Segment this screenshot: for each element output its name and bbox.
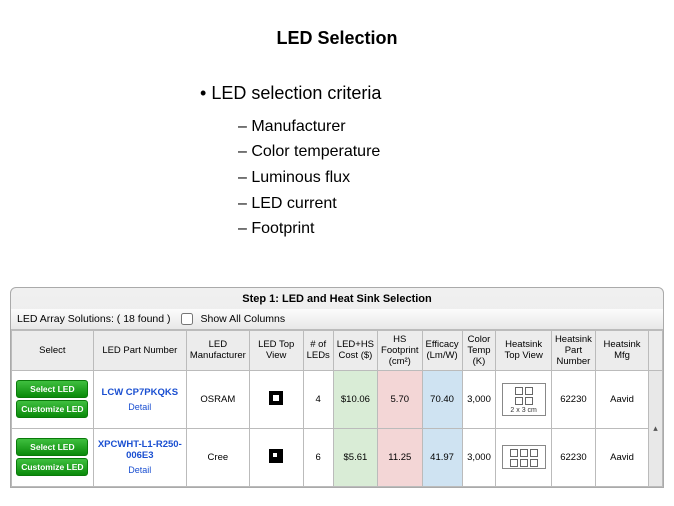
criteria-item: Manufacturer [238, 114, 674, 140]
cell-ct: 3,000 [462, 370, 496, 428]
col-cost: LED+HS Cost ($) [333, 330, 377, 370]
page-title: LED Selection [0, 28, 674, 49]
scrollbar[interactable] [649, 330, 663, 370]
cell-topview [249, 370, 303, 428]
cell-select: Select LED Customize LED [12, 370, 94, 428]
led-icon [269, 391, 283, 405]
table-row: Select LED Customize LED XPCWHT-L1-R250-… [12, 428, 663, 486]
solutions-count: LED Array Solutions: ( 18 found ) [17, 313, 171, 325]
col-mfr: LED Manufacturer [186, 330, 249, 370]
cell-hspn: 62230 [551, 370, 595, 428]
customize-led-button[interactable]: Customize LED [16, 458, 88, 476]
scroll-up-icon[interactable]: ▴ [653, 423, 658, 433]
select-led-button[interactable]: Select LED [16, 380, 88, 398]
cell-hsview: 2 x 3 cm [496, 370, 552, 428]
step-title: Step 1: LED and Heat Sink Selection [11, 288, 663, 309]
scrollbar-track[interactable]: ▴ [649, 370, 663, 486]
cell-ct: 3,000 [462, 428, 496, 486]
col-select: Select [12, 330, 94, 370]
cell-hsmfg: Aavid [595, 428, 648, 486]
cell-leds: 6 [303, 428, 333, 486]
show-all-checkbox[interactable] [181, 313, 193, 325]
cell-efficacy: 41.97 [422, 428, 462, 486]
detail-link[interactable]: Detail [97, 465, 183, 475]
cell-select: Select LED Customize LED [12, 428, 94, 486]
criteria-list: LED selection criteria Manufacturer Colo… [200, 79, 674, 242]
selection-panel: Step 1: LED and Heat Sink Selection LED … [10, 287, 664, 488]
cell-efficacy: 70.40 [422, 370, 462, 428]
col-foot: HS Footprint (cm²) [378, 330, 422, 370]
cell-hsmfg: Aavid [595, 370, 648, 428]
select-led-button[interactable]: Select LED [16, 438, 88, 456]
cell-cost: $10.06 [333, 370, 377, 428]
cell-mfr: OSRAM [186, 370, 249, 428]
solutions-bar: LED Array Solutions: ( 18 found ) Show A… [11, 309, 663, 330]
heatsink-icon: 2 x 3 cm [502, 383, 546, 416]
col-eff: Efficacy (Lm/W) [422, 330, 462, 370]
heatsink-icon [502, 445, 546, 469]
criteria-item: Footprint [238, 216, 674, 242]
criteria-main: LED selection criteria [200, 79, 674, 108]
cell-part: LCW CP7PKQKS Detail [93, 370, 186, 428]
col-hsmfg: Heatsink Mfg [595, 330, 648, 370]
col-hsview: Heatsink Top View [496, 330, 552, 370]
col-hspn: Heatsink Part Number [551, 330, 595, 370]
led-icon [269, 449, 283, 463]
cell-footprint: 11.25 [378, 428, 422, 486]
cell-hspn: 62230 [551, 428, 595, 486]
criteria-item: Color temperature [238, 139, 674, 165]
col-ct: Color Temp (K) [462, 330, 496, 370]
criteria-item: LED current [238, 191, 674, 217]
table-header-row: Select LED Part Number LED Manufacturer … [12, 330, 663, 370]
cell-cost: $5.61 [333, 428, 377, 486]
cell-footprint: 5.70 [378, 370, 422, 428]
led-table: Select LED Part Number LED Manufacturer … [11, 330, 663, 487]
col-part[interactable]: LED Part Number [93, 330, 186, 370]
detail-link[interactable]: Detail [97, 402, 183, 412]
part-link[interactable]: LCW CP7PKQKS [102, 387, 179, 398]
cell-part: XPCWHT-L1-R250-006E3 Detail [93, 428, 186, 486]
cell-leds: 4 [303, 370, 333, 428]
cell-hsview [496, 428, 552, 486]
part-link[interactable]: XPCWHT-L1-R250-006E3 [98, 439, 182, 461]
table-row: Select LED Customize LED LCW CP7PKQKS De… [12, 370, 663, 428]
cell-topview [249, 428, 303, 486]
col-topview: LED Top View [249, 330, 303, 370]
customize-led-button[interactable]: Customize LED [16, 400, 88, 418]
criteria-item: Luminous flux [238, 165, 674, 191]
cell-mfr: Cree [186, 428, 249, 486]
show-all-label: Show All Columns [201, 313, 286, 325]
col-leds: # of LEDs [303, 330, 333, 370]
